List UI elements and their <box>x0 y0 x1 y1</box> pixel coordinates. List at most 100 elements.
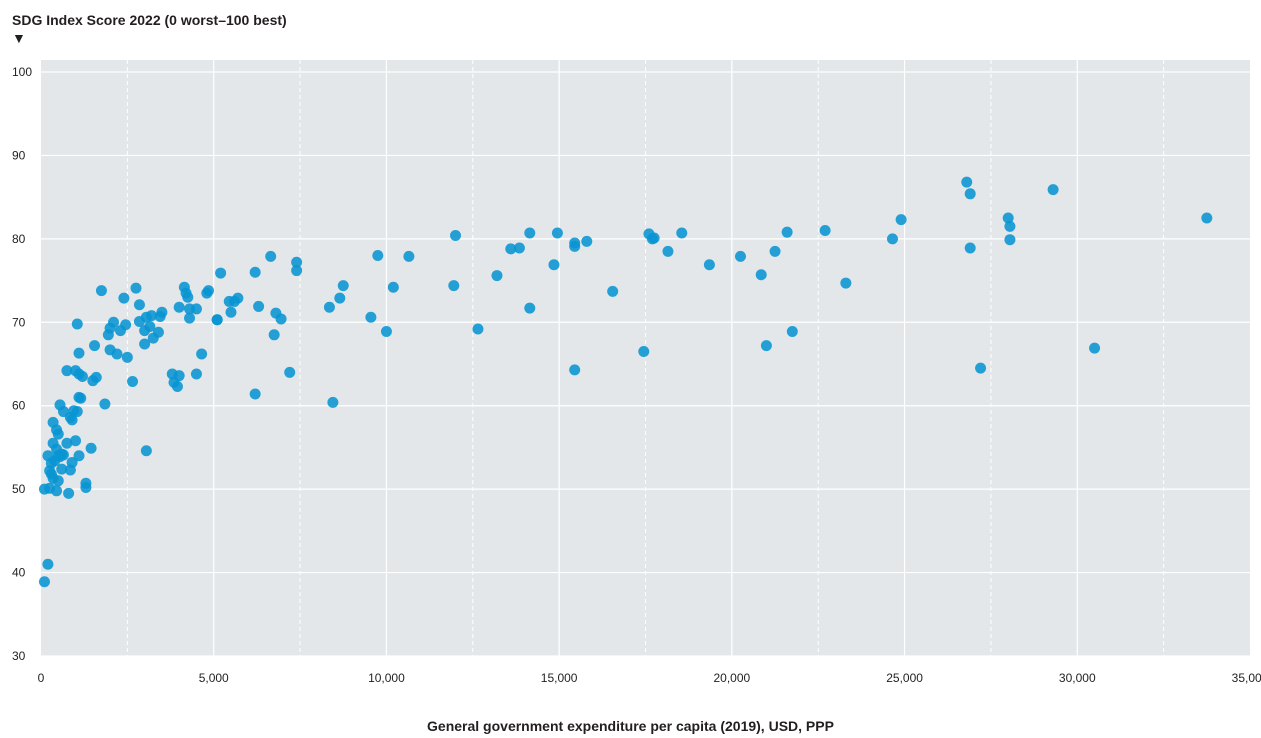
data-point <box>190 303 202 315</box>
data-point <box>676 227 688 239</box>
data-point <box>365 311 377 323</box>
data-point <box>196 348 208 360</box>
x-axis-label: General government expenditure per capit… <box>427 718 834 734</box>
data-point <box>190 368 202 380</box>
data-point <box>70 435 82 447</box>
data-point <box>173 370 185 382</box>
gridlines <box>41 60 1250 657</box>
data-point <box>139 338 151 350</box>
data-point <box>786 325 798 337</box>
data-point <box>450 230 462 242</box>
data-point <box>569 364 581 376</box>
data-point <box>63 487 75 499</box>
y-tick-label: 90 <box>12 148 26 162</box>
data-point <box>703 259 715 271</box>
data-point <box>662 245 674 257</box>
data-point <box>607 285 619 297</box>
data-point <box>127 376 139 388</box>
x-tick-label: 10,000 <box>368 671 405 685</box>
y-tick-label: 40 <box>12 566 26 580</box>
data-point <box>140 445 152 457</box>
data-point <box>1004 234 1016 246</box>
data-point <box>108 316 120 328</box>
data-point <box>1089 342 1101 354</box>
data-point <box>638 345 650 357</box>
data-point <box>964 242 976 254</box>
data-point <box>232 292 244 304</box>
data-point <box>734 250 746 262</box>
data-point <box>118 292 130 304</box>
data-point <box>760 340 772 352</box>
data-point <box>249 388 261 400</box>
data-point <box>80 477 92 489</box>
data-point <box>66 456 78 468</box>
scatter-chart: 30 40 50 60 70 80 90 100 0 5,000 10,000 15,000 20,0… <box>12 60 1261 685</box>
data-point <box>146 310 158 322</box>
data-points <box>38 176 1213 588</box>
data-point <box>265 250 277 262</box>
data-point <box>284 366 296 378</box>
data-point <box>95 285 107 297</box>
data-point <box>75 392 87 404</box>
data-point <box>327 396 339 408</box>
data-point <box>156 306 168 318</box>
data-point <box>1002 212 1014 224</box>
x-tick-label: 30,000 <box>1059 671 1096 685</box>
data-point <box>85 442 97 454</box>
data-point <box>47 416 59 428</box>
data-point <box>291 265 303 277</box>
y-tick-label: 60 <box>12 399 26 413</box>
data-point <box>76 371 88 383</box>
data-point <box>372 250 384 262</box>
data-point <box>38 576 50 588</box>
data-point <box>42 558 54 570</box>
data-point <box>225 306 237 318</box>
data-point <box>130 282 142 294</box>
data-point <box>975 362 987 374</box>
y-tick-label: 80 <box>12 232 26 246</box>
data-point <box>90 371 102 383</box>
data-point <box>52 428 64 440</box>
data-point <box>71 318 83 330</box>
data-point <box>152 326 164 338</box>
data-point <box>781 226 793 238</box>
data-point <box>211 314 223 326</box>
data-point <box>275 313 287 325</box>
data-point <box>133 299 145 311</box>
data-point <box>403 250 415 262</box>
data-point <box>755 269 767 281</box>
y-tick-label: 70 <box>12 315 26 329</box>
data-point <box>52 475 64 487</box>
x-tick-label: 25,000 <box>886 671 923 685</box>
data-point <box>551 227 563 239</box>
data-point <box>840 277 852 289</box>
data-point <box>581 235 593 247</box>
data-point <box>182 291 194 303</box>
data-point <box>387 281 399 293</box>
data-point <box>524 227 536 239</box>
data-point <box>505 243 517 255</box>
x-tick-label: 35,000 <box>1232 671 1261 685</box>
data-point <box>337 280 349 292</box>
data-point <box>448 280 460 292</box>
data-point <box>144 320 156 332</box>
data-point <box>56 463 68 475</box>
data-point <box>57 449 69 461</box>
data-point <box>73 450 85 462</box>
y-tick-label: 50 <box>12 482 26 496</box>
x-tick-label: 5,000 <box>199 671 229 685</box>
data-point <box>569 240 581 252</box>
x-tick-label: 0 <box>38 671 45 685</box>
data-point <box>334 292 346 304</box>
data-point <box>173 301 185 313</box>
data-point <box>89 340 101 352</box>
data-point <box>253 300 265 312</box>
data-point <box>249 266 261 278</box>
data-point <box>380 325 392 337</box>
data-point <box>73 347 85 359</box>
data-point <box>1004 220 1016 232</box>
data-point <box>61 365 73 377</box>
y-tick-label: 100 <box>12 65 32 79</box>
data-point <box>1201 212 1213 224</box>
x-tick-label: 15,000 <box>541 671 578 685</box>
